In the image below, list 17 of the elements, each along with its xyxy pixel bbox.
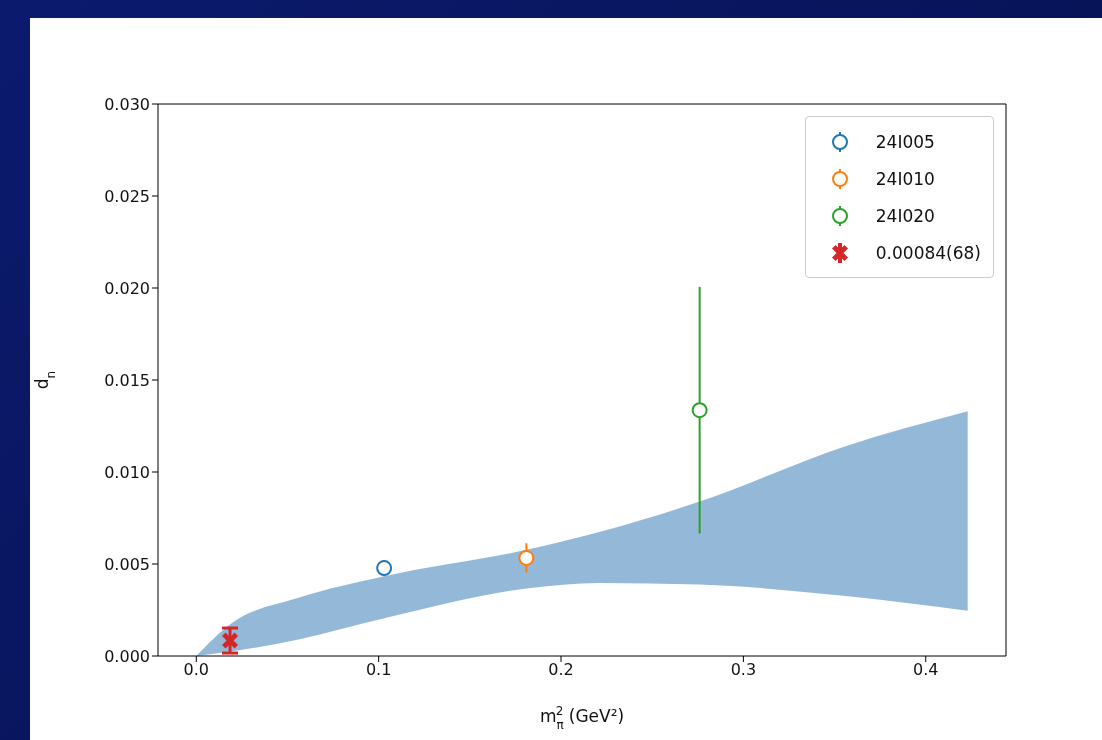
x-axis-title: m$_{π}$$^{2}$ (GeV²) — [539, 704, 625, 732]
x-tick-label: 0.0 — [183, 660, 210, 680]
y-tick-label: 0.030 — [104, 94, 150, 114]
y-tick-label: 0.000 — [104, 646, 150, 666]
y-tick-label: 0.020 — [104, 278, 150, 298]
x-tick-label: 0.1 — [365, 660, 392, 680]
x-tick-label: 0.4 — [913, 660, 939, 680]
legend-label: 24I005 — [875, 131, 935, 152]
y-tick-label: 0.015 — [104, 370, 150, 390]
y-tick-label: 0.005 — [104, 554, 150, 574]
x-tick-label: 0.2 — [548, 660, 574, 680]
legend-label: 0.00084(68) — [875, 242, 981, 263]
x-tick-label: 0.3 — [730, 660, 757, 680]
y-tick-label: 0.025 — [104, 186, 150, 206]
y-tick-label: 0.010 — [104, 462, 150, 482]
legend-label: 24I010 — [875, 168, 935, 189]
legend-label: 24I020 — [875, 205, 935, 226]
